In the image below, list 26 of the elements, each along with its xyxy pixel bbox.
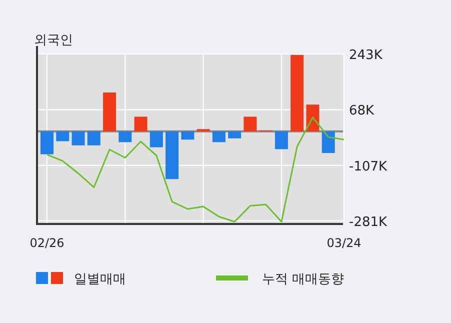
- line-series: [46, 116, 345, 222]
- bar: [72, 131, 85, 146]
- bar: [322, 131, 335, 153]
- y-tick-label: -107K: [349, 159, 388, 174]
- bar: [244, 116, 257, 132]
- bar: [56, 131, 70, 142]
- bar: [118, 131, 132, 142]
- bar: [212, 131, 226, 142]
- bar: [40, 131, 54, 154]
- bar: [87, 131, 100, 146]
- legend-label: 일별매매: [74, 272, 126, 287]
- y-tick-label: 68K: [349, 104, 375, 119]
- bar: [274, 131, 288, 150]
- bar: [150, 131, 163, 148]
- x-tick-label: 02/26: [30, 236, 64, 250]
- y-tick-label: -281K: [349, 214, 388, 230]
- bar: [103, 92, 116, 132]
- legend-label: 누적 매매동향: [262, 272, 344, 287]
- bar: [181, 131, 194, 140]
- x-tick-label: 03/24: [326, 236, 362, 250]
- y-tick-label: 243K: [349, 48, 383, 63]
- bar: [166, 131, 179, 180]
- chart-title: 외국인: [34, 33, 73, 48]
- bar: [290, 54, 304, 132]
- bar: [134, 116, 148, 132]
- bar: [228, 131, 242, 138]
